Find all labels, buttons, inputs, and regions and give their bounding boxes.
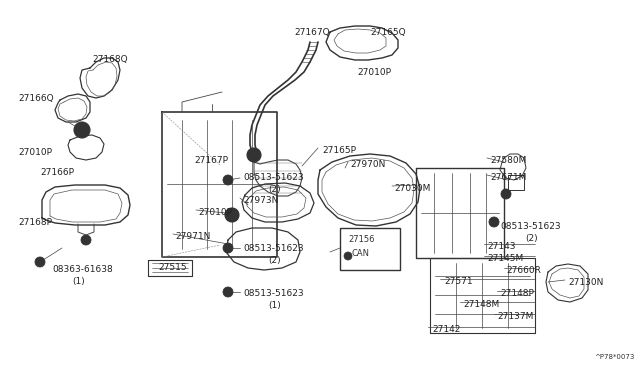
Bar [340, 228, 400, 270]
Circle shape [489, 217, 499, 227]
Text: 27167P: 27167P [194, 156, 228, 165]
Text: 27671M: 27671M [490, 173, 526, 182]
Text: ^P78*0073: ^P78*0073 [595, 354, 635, 360]
Text: 27137M: 27137M [497, 312, 533, 321]
Text: S: S [226, 289, 230, 295]
Text: CAN: CAN [352, 249, 370, 258]
Text: 27660R: 27660R [506, 266, 541, 275]
Text: (2): (2) [268, 256, 280, 265]
Text: 08513-51623: 08513-51623 [243, 244, 303, 253]
Text: 08513-51623: 08513-51623 [243, 289, 303, 298]
Text: 27143: 27143 [487, 242, 515, 251]
Text: 27168Q: 27168Q [92, 55, 127, 64]
Text: 27145M: 27145M [487, 254, 524, 263]
Text: S: S [504, 192, 508, 196]
Text: (1): (1) [72, 277, 84, 286]
Text: 27973N: 27973N [243, 196, 278, 205]
Circle shape [344, 252, 352, 260]
Circle shape [78, 126, 86, 134]
Text: 27142: 27142 [432, 325, 460, 334]
Text: 27167Q: 27167Q [294, 28, 330, 37]
Circle shape [223, 243, 233, 253]
Text: 27165P: 27165P [322, 146, 356, 155]
Text: 27166P: 27166P [40, 168, 74, 177]
Text: 27970N: 27970N [350, 160, 385, 169]
Text: 27580M: 27580M [490, 156, 526, 165]
Text: 27571: 27571 [444, 277, 472, 286]
Text: 27166Q: 27166Q [18, 94, 54, 103]
Text: S: S [84, 237, 88, 243]
Text: (1): (1) [268, 301, 281, 310]
Text: 27168P: 27168P [18, 218, 52, 227]
Text: 27010P: 27010P [18, 148, 52, 157]
Text: S: S [492, 219, 496, 224]
Text: 27010P: 27010P [198, 208, 232, 217]
Text: 08513-51623: 08513-51623 [500, 222, 561, 231]
Circle shape [74, 122, 90, 138]
Text: 08363-61638: 08363-61638 [52, 265, 113, 274]
Circle shape [35, 257, 45, 267]
Text: (2): (2) [525, 234, 538, 243]
Circle shape [223, 175, 233, 185]
Circle shape [251, 152, 257, 158]
Text: 27130N: 27130N [568, 278, 604, 287]
Text: 27515: 27515 [158, 263, 187, 272]
Text: S: S [226, 246, 230, 250]
Circle shape [225, 208, 239, 222]
Text: S: S [38, 260, 42, 264]
Text: 27156: 27156 [348, 235, 374, 244]
Circle shape [223, 287, 233, 297]
Text: (2): (2) [268, 185, 280, 194]
Text: 27148M: 27148M [463, 300, 499, 309]
Circle shape [247, 148, 261, 162]
Text: 27148P: 27148P [500, 289, 534, 298]
Circle shape [228, 212, 236, 218]
Text: S: S [226, 177, 230, 183]
Text: 27165Q: 27165Q [370, 28, 406, 37]
Text: 08513-51623: 08513-51623 [243, 173, 303, 182]
Text: 27030M: 27030M [394, 184, 430, 193]
Circle shape [501, 189, 511, 199]
Circle shape [81, 235, 91, 245]
Text: 27971N: 27971N [175, 232, 211, 241]
Text: 27010P: 27010P [357, 68, 391, 77]
